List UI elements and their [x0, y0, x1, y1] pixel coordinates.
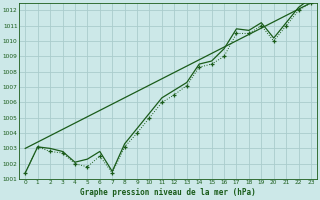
X-axis label: Graphe pression niveau de la mer (hPa): Graphe pression niveau de la mer (hPa)	[80, 188, 256, 197]
